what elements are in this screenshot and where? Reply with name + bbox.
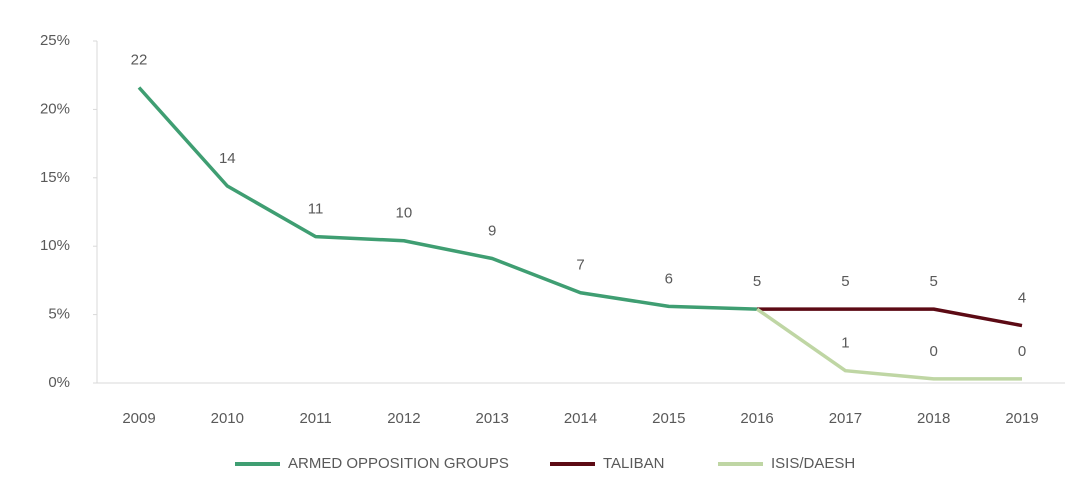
- value-label: 22: [131, 51, 148, 68]
- x-tick-label: 2014: [564, 410, 597, 427]
- x-tick-label: 2016: [740, 410, 773, 427]
- value-label: 5: [841, 273, 849, 290]
- y-tick-label: 5%: [48, 306, 70, 323]
- value-label: 14: [219, 150, 236, 167]
- y-tick-label: 20%: [40, 100, 70, 117]
- value-label: 7: [576, 257, 584, 274]
- series-line: [756, 307, 1022, 381]
- x-tick-label: 2017: [829, 410, 862, 427]
- x-tick-label: 2015: [652, 410, 685, 427]
- series-line: [757, 307, 1023, 328]
- legend-label: TALIBAN: [603, 455, 664, 472]
- y-tick-label: 15%: [40, 169, 70, 186]
- x-tick-label: 2019: [1005, 410, 1038, 427]
- value-label: 9: [488, 222, 496, 239]
- x-tick-label: 2018: [917, 410, 950, 427]
- series-line: [137, 86, 758, 311]
- value-label: 10: [396, 205, 413, 222]
- y-tick-label: 25%: [40, 32, 70, 49]
- value-label: 5: [753, 273, 761, 290]
- value-label: 4: [1018, 290, 1026, 307]
- value-label: 0: [1018, 343, 1026, 360]
- value-label: 11: [308, 201, 324, 218]
- x-tick-label: 2009: [122, 410, 155, 427]
- legend-label: ISIS/DAESH: [771, 455, 855, 472]
- value-label: 6: [665, 270, 673, 287]
- x-tick-label: 2012: [387, 410, 420, 427]
- x-tick-label: 2010: [211, 410, 244, 427]
- legend-label: ARMED OPPOSITION GROUPS: [288, 455, 509, 472]
- value-label: 0: [930, 343, 938, 360]
- x-tick-label: 2011: [299, 410, 331, 427]
- y-tick-label: 10%: [40, 237, 70, 254]
- x-tick-label: 2013: [476, 410, 509, 427]
- value-label: 1: [841, 335, 849, 352]
- y-tick-label: 0%: [48, 374, 70, 391]
- value-label: 5: [930, 273, 938, 290]
